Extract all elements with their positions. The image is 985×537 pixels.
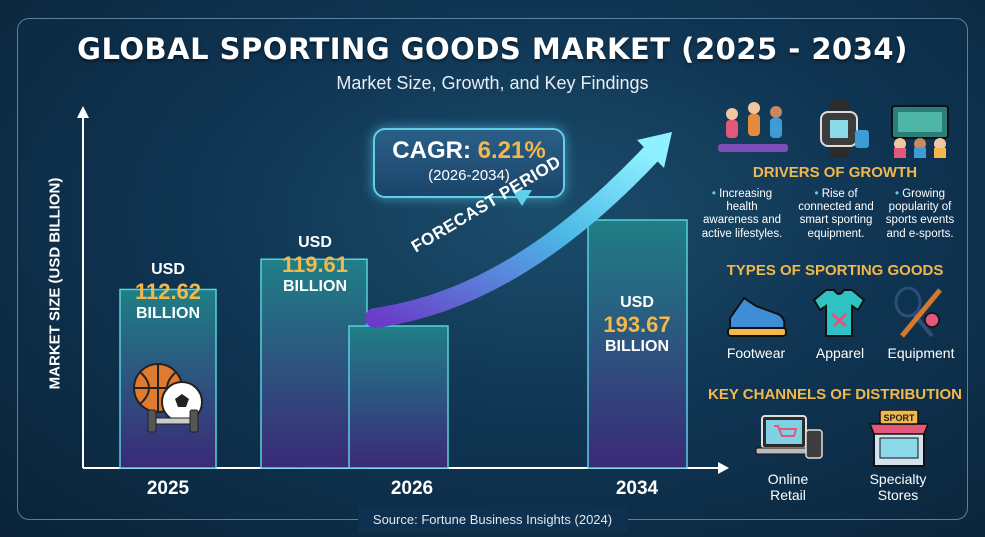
bar-value: 193.67 [603, 312, 671, 338]
x-axis-arrow [718, 462, 729, 474]
bar-label-prefix: USD [298, 234, 332, 251]
channels-heading: KEY CHANNELS OF DISTRIBUTION [708, 386, 962, 403]
driver-text: Growing popularity of sports events and … [885, 188, 955, 240]
cagr-period: (2026-2034) [428, 167, 510, 184]
driver-item: • Growing popularity of sports events an… [879, 188, 961, 241]
stadium-crowd-icon [891, 105, 949, 158]
cagr-line: CAGR: 6.21% [375, 137, 563, 165]
bar-value: 119.61 [281, 252, 349, 278]
channel-label-online: Online Retail [767, 471, 809, 504]
driver-item: • Increasing health awareness and active… [701, 188, 783, 241]
type-label-footwear: Footwear [726, 345, 786, 361]
bar-label-prefix: USD [151, 261, 185, 278]
growth-arrow-head [637, 132, 672, 168]
bullet-icon: • [814, 188, 822, 200]
bullet-icon: • [894, 188, 903, 200]
page-title: GLOBAL SPORTING GOODS MARKET (2025 - 203… [77, 32, 908, 66]
bar-label-suffix: BILLION [605, 337, 669, 355]
driver-item: • Rise of connected and smart sporting e… [795, 188, 877, 241]
cagr-label: CAGR: [392, 137, 471, 164]
jersey-icon [812, 289, 866, 337]
source-background [358, 506, 628, 532]
source-note: Source: Fortune Business Insights (2024) [372, 512, 613, 527]
cagr-callout: CAGR: 6.21% (2026-2034) [373, 128, 565, 198]
sneaker-icon [727, 296, 787, 337]
x-tick-2025: 2025 [146, 478, 190, 499]
fitness-people-icon [718, 102, 788, 152]
cagr-value: 6.21% [477, 137, 546, 164]
bullet-icon: • [711, 188, 720, 200]
driver-text: Rise of connected and smart sporting equ… [798, 188, 874, 240]
sport-store-icon: SPORT [868, 410, 930, 467]
bar-label-2034: USD 193.67 BILLION [587, 294, 687, 356]
page-subtitle: Market Size, Growth, and Key Findings [336, 73, 649, 93]
smartwatch-icon [820, 100, 869, 158]
store-sign-text: SPORT [883, 413, 915, 423]
type-label-equipment: Equipment [887, 345, 955, 361]
laptop-cart-icon [755, 415, 823, 459]
bar-2034 [587, 219, 688, 469]
y-axis-arrow [77, 106, 89, 118]
cagr-callout-pointer [512, 190, 532, 206]
x-tick-2026: 2026 [390, 478, 434, 499]
bar-label-prefix: USD [620, 294, 654, 311]
channel-label-specialty: Specialty Stores [869, 471, 927, 504]
bar-label-suffix: BILLION [136, 304, 200, 322]
x-tick-2034: 2034 [615, 478, 659, 499]
bar-label-2025: USD 112.62 BILLION [118, 261, 218, 323]
sports-balls-icon [133, 363, 203, 433]
bar-label-suffix: BILLION [283, 277, 347, 295]
bar-label-2026: USD 119.61 BILLION [265, 234, 365, 296]
bar-value: 112.62 [134, 279, 202, 305]
type-label-apparel: Apparel [815, 345, 865, 361]
growth-arrow [365, 145, 660, 328]
y-axis-label: MARKET SIZE (USD BILLION) [46, 177, 64, 390]
types-heading: TYPES OF SPORTING GOODS [726, 262, 944, 279]
bar-2026-forecast-segment [348, 325, 449, 469]
driver-text: Increasing health awareness and active l… [701, 188, 783, 240]
drivers-heading: DRIVERS OF GROWTH [752, 164, 918, 181]
racket-bat-icon [894, 286, 942, 338]
